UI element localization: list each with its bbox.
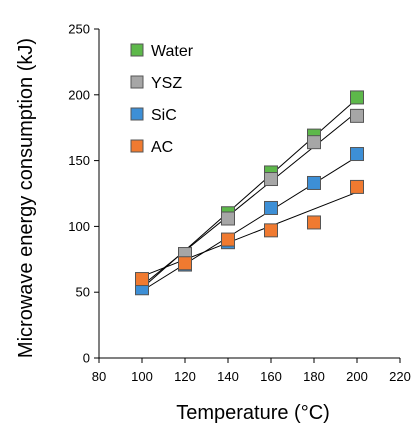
trendline-sic	[141, 156, 358, 292]
x-tick-label: 220	[389, 369, 411, 384]
point-sic	[264, 200, 278, 215]
legend-swatch-ysz	[130, 75, 144, 89]
trendlines	[141, 98, 358, 292]
point-ac	[350, 179, 364, 194]
legend-label-water: Water	[151, 43, 194, 60]
point-ac	[264, 223, 278, 238]
point-ac	[221, 232, 235, 247]
trendline-ac	[141, 191, 358, 277]
x-tick-label: 100	[131, 369, 153, 384]
x-tick-label: 180	[303, 369, 325, 384]
y-tick-label: 200	[68, 87, 90, 102]
point-sic	[307, 175, 321, 190]
legend-swatch-sic	[130, 107, 144, 121]
legend-label-sic: SiC	[151, 107, 177, 124]
legend-swatch-ac	[130, 139, 144, 153]
point-ysz	[350, 108, 364, 123]
point-ac	[135, 272, 149, 287]
legend: Water YSZ SiC AC	[130, 43, 194, 156]
x-tick-label: 140	[217, 369, 239, 384]
point-sic	[350, 147, 364, 162]
data-points	[135, 90, 364, 296]
point-ysz	[221, 211, 235, 226]
point-water	[350, 90, 364, 105]
trendline-ysz	[141, 111, 358, 287]
y-tick-label: 150	[68, 153, 90, 168]
axes: 0 50 100 150 200 250 80 100 120 140 160 180 200 220	[68, 22, 411, 385]
y-tick-label: 250	[68, 22, 90, 37]
x-tick-label: 120	[174, 369, 196, 384]
point-ysz	[307, 135, 321, 150]
y-tick-label: 50	[76, 285, 90, 300]
legend-label-ac: AC	[151, 139, 173, 156]
y-axis-title: Microwave energy consumption (kJ)	[15, 38, 37, 358]
y-tick-label: 100	[68, 219, 90, 234]
point-ac	[178, 256, 192, 271]
legend-label-ysz: YSZ	[151, 75, 182, 92]
x-tick-label: 160	[260, 369, 282, 384]
x-tick-label: 80	[92, 369, 106, 384]
x-axis-title: Temperature (°C)	[176, 402, 330, 424]
point-ysz	[264, 172, 278, 187]
legend-swatch-water	[130, 43, 144, 57]
x-tick-label: 200	[346, 369, 368, 384]
point-ac	[307, 215, 321, 230]
y-tick-label: 0	[83, 351, 90, 366]
